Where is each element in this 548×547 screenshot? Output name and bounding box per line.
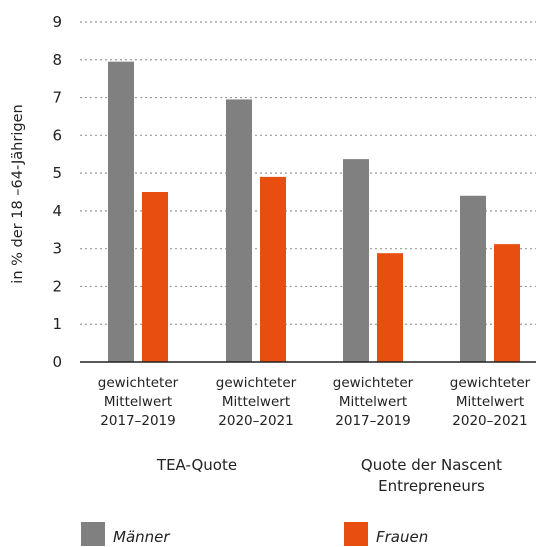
category-label: gewichteter Mittelwert 2020–2021 (216, 375, 297, 429)
bar-maenner (460, 195, 486, 362)
bar-frauen (377, 253, 403, 362)
bar-frauen (494, 244, 520, 362)
legend-label: Frauen (376, 528, 428, 546)
y-tick-label: 2 (52, 277, 62, 295)
y-tick-label: 3 (52, 240, 62, 258)
legend: Männer Frauen (81, 522, 428, 546)
y-tick-label: 4 (52, 202, 62, 220)
group-labels: TEA-Quote Quote der Nascent Entrepreneurs (156, 456, 502, 495)
y-tick-label: 0 (52, 353, 62, 371)
y-tick-labels: 0 1 2 3 4 5 6 7 8 9 (52, 13, 62, 371)
y-axis-label: in % der 18 –64-Jährigen (10, 104, 26, 283)
bar-frauen (142, 192, 168, 362)
bar-maenner (108, 61, 134, 363)
legend-swatch (81, 522, 105, 546)
bar-frauen (260, 176, 286, 362)
legend-label: Männer (113, 528, 170, 546)
bars (108, 61, 520, 363)
category-label: gewichteter Mittelwert 2017–2019 (333, 375, 414, 429)
legend-swatch (344, 522, 368, 546)
y-tick-label: 5 (52, 164, 62, 182)
y-tick-label: 7 (52, 89, 62, 107)
category-labels: gewichteter Mittelwert 2017–2019 gewichtete… (98, 375, 531, 429)
category-label: gewichteter Mittelwert 2020–2021 (450, 375, 531, 429)
bar-maenner (343, 159, 369, 362)
y-tick-label: 6 (52, 126, 62, 144)
group-label: TEA-Quote (156, 456, 237, 474)
y-tick-label: 8 (52, 51, 62, 69)
group-label: Quote der Nascent Entrepreneurs (361, 456, 502, 495)
category-label: gewichteter Mittelwert 2017–2019 (98, 375, 179, 429)
y-tick-label: 1 (52, 315, 62, 333)
y-tick-label: 9 (52, 13, 62, 31)
bar-maenner (226, 99, 252, 362)
